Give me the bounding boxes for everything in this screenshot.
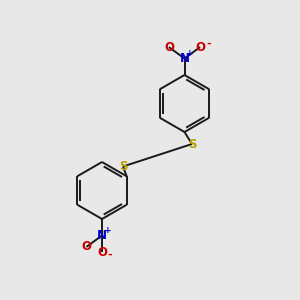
Text: +: + [103, 226, 111, 235]
Text: O: O [164, 40, 174, 54]
Text: N: N [179, 52, 190, 65]
Text: S: S [188, 137, 196, 151]
Text: O: O [81, 240, 92, 254]
Text: +: + [186, 49, 194, 58]
Text: O: O [195, 40, 205, 54]
Text: S: S [119, 160, 127, 173]
Text: -: - [107, 250, 112, 260]
Text: O: O [97, 245, 107, 259]
Text: N: N [97, 229, 107, 242]
Text: -: - [206, 38, 211, 49]
